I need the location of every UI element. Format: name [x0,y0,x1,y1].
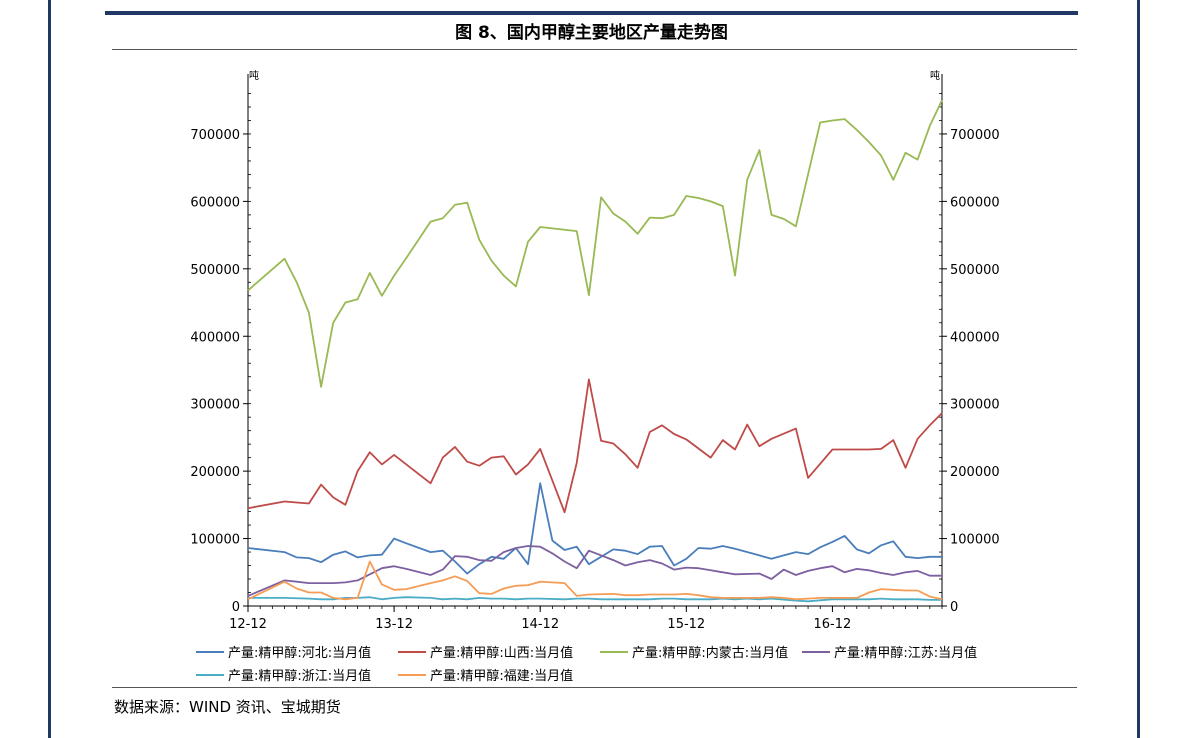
x-tick-label: 12-12 [229,617,267,632]
axes: 吨 吨 0 0 100000 100000 200000 200000 300000 300000… [190,69,999,632]
title-divider [112,49,1077,50]
left-y-tick-label: 600000 [190,195,240,210]
x-tick-label: 14-12 [521,617,559,632]
legend-label-4: 产量:精甲醇:江苏:当月值 [834,645,977,661]
page-frame [48,0,1140,738]
series-line-6 [247,560,943,601]
data-source-note: 数据来源：WIND 资讯、宝城期货 [114,698,341,716]
right-y-tick-label: 200000 [950,465,1000,480]
series-line-4 [247,545,942,597]
right-y-tick-label: 400000 [950,330,1000,345]
series-line-1 [247,482,942,575]
legend-label-2: 产量:精甲醇:山西:当月值 [430,645,573,661]
header-bar [105,11,1078,15]
left-y-tick-label: 200000 [190,465,240,480]
series-line-5 [248,596,942,603]
right-y-tick-label: 100000 [950,533,1000,548]
x-tick-label: 15-12 [667,617,705,632]
x-tick-label: 16-12 [814,617,852,632]
legend-label-5: 产量:精甲醇:浙江:当月值 [228,668,371,684]
legend-label-3: 产量:精甲醇:内蒙古:当月值 [632,645,788,661]
left-axis-unit: 吨 [249,69,259,82]
left-y-tick-label: 700000 [190,128,240,143]
series-line-3 [247,99,943,388]
left-y-tick-label: 0 [232,600,240,615]
right-y-tick-label: 600000 [950,195,1000,210]
right-y-tick-label: 500000 [950,263,1000,278]
legend-label-1: 产量:精甲醇:河北:当月值 [228,645,371,661]
left-y-tick-label: 300000 [190,398,240,413]
source-divider [112,687,1077,688]
right-y-tick-label: 0 [950,600,958,615]
plot-area [247,99,943,603]
left-y-tick-label: 400000 [190,330,240,345]
right-y-tick-label: 700000 [950,128,1000,143]
left-y-tick-label: 500000 [190,263,240,278]
right-y-tick-label: 300000 [950,398,1000,413]
legend: 产量:精甲醇:河北:当月值 产量:精甲醇:山西:当月值 产量:精甲醇:内蒙古:当月值… [196,645,977,684]
right-axis-unit: 吨 [930,69,940,82]
figure-title: 图 8、国内甲醇主要地区产量走势图 [455,23,728,43]
x-tick-label: 13-12 [375,617,413,632]
legend-label-6: 产量:精甲醇:福建:当月值 [430,668,573,684]
series-line-2 [247,378,943,514]
left-y-tick-label: 100000 [190,533,240,548]
